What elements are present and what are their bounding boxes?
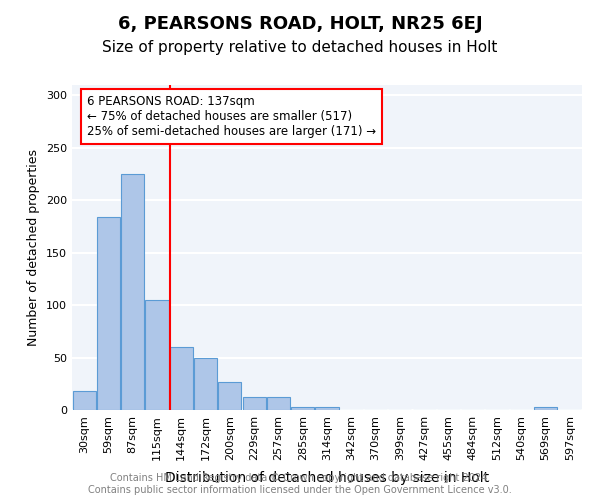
Bar <box>267 398 290 410</box>
Bar <box>291 407 314 410</box>
Bar <box>194 358 217 410</box>
Text: Contains HM Land Registry data © Crown copyright and database right 2024.
Contai: Contains HM Land Registry data © Crown c… <box>88 474 512 495</box>
Text: 6, PEARSONS ROAD, HOLT, NR25 6EJ: 6, PEARSONS ROAD, HOLT, NR25 6EJ <box>118 15 482 33</box>
Bar <box>97 217 120 410</box>
X-axis label: Distribution of detached houses by size in Holt: Distribution of detached houses by size … <box>165 471 489 485</box>
Bar <box>242 398 266 410</box>
Text: 6 PEARSONS ROAD: 137sqm
← 75% of detached houses are smaller (517)
25% of semi-d: 6 PEARSONS ROAD: 137sqm ← 75% of detache… <box>88 94 376 138</box>
Bar <box>218 382 241 410</box>
Bar <box>73 391 95 410</box>
Text: Size of property relative to detached houses in Holt: Size of property relative to detached ho… <box>103 40 497 55</box>
Bar <box>534 407 557 410</box>
Y-axis label: Number of detached properties: Number of detached properties <box>28 149 40 346</box>
Bar <box>316 407 338 410</box>
Bar <box>170 347 193 410</box>
Bar <box>145 300 169 410</box>
Bar <box>121 174 144 410</box>
